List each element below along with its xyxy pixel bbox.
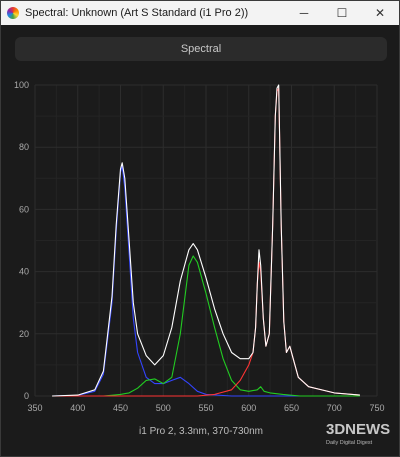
colour-wheel-icon xyxy=(7,7,19,19)
chart-grid xyxy=(34,84,378,397)
y-tick-label: 60 xyxy=(19,204,29,214)
x-tick-label: 400 xyxy=(70,403,85,413)
window-controls: ─ ☐ ✕ xyxy=(285,1,399,25)
spectral-tab-button[interactable]: Spectral xyxy=(15,37,387,61)
chart-series xyxy=(52,84,360,397)
spectrum-line-green xyxy=(52,255,360,397)
client-area: Spectral 350 400 450 500 550 600 650 700 750 0 20 4… xyxy=(1,25,399,456)
y-tick-label: 20 xyxy=(19,329,29,339)
title-bar[interactable]: Spectral: Unknown (Art S Standard (i1 Pr… xyxy=(1,1,399,25)
maximize-button[interactable]: ☐ xyxy=(336,6,348,20)
window-title: Spectral: Unknown (Art S Standard (i1 Pr… xyxy=(25,7,249,19)
x-tick-label: 500 xyxy=(156,403,171,413)
close-button[interactable]: ✕ xyxy=(374,6,386,20)
x-tick-label: 650 xyxy=(284,403,299,413)
x-tick-label: 350 xyxy=(27,403,42,413)
x-tick-label: 550 xyxy=(198,403,213,413)
x-axis-label: i1 Pro 2, 3.3nm, 370-730nm xyxy=(139,426,263,437)
watermark-tagline: Daily Digital Digest xyxy=(326,440,373,446)
spectral-chart: 350 400 450 500 550 600 650 700 750020406080100 … xyxy=(14,80,390,446)
x-tick-label: 600 xyxy=(241,403,256,413)
y-tick-label: 100 xyxy=(14,80,29,90)
spectrum-line-total xyxy=(52,84,360,397)
x-tick-label: 750 xyxy=(369,403,384,413)
watermark-brand: 3DNEWS xyxy=(326,421,390,438)
minimize-button[interactable]: ─ xyxy=(299,6,309,20)
chart-axes: 350 400 450 500 550 600 650 700 750 0 20 40 60 80 100 xyxy=(14,80,385,413)
y-tick-label: 0 xyxy=(24,391,29,401)
watermark-3dnews-logo: 3DNEWS Daily Digital Digest xyxy=(326,421,390,446)
x-tick-label: 700 xyxy=(327,403,342,413)
y-tick-label: 80 xyxy=(19,142,29,152)
y-tick-label: 40 xyxy=(19,267,29,277)
x-tick-label: 450 xyxy=(113,403,128,413)
